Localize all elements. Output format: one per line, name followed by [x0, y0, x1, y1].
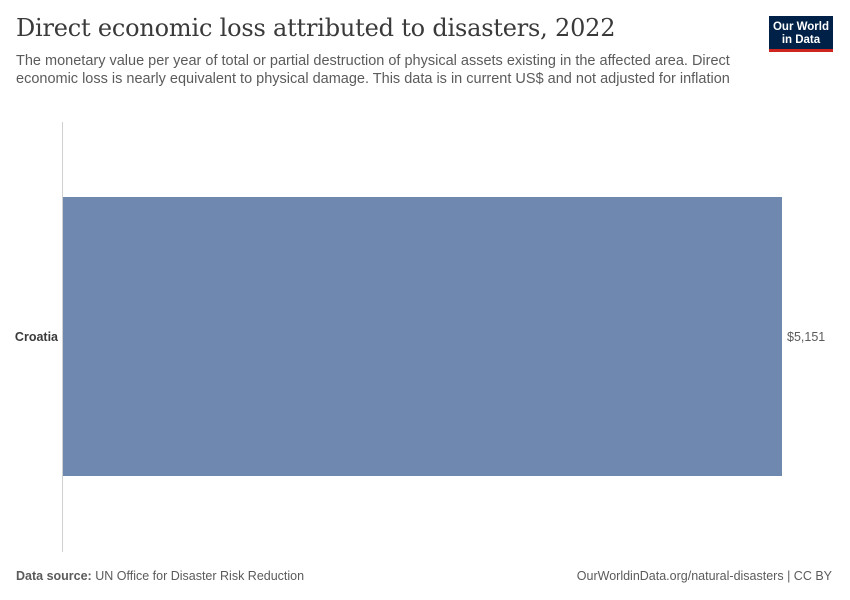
source-link[interactable]: OurWorldinData.org/natural-disasters | C…	[576, 569, 832, 583]
data-source-text: UN Office for Disaster Risk Reduction	[95, 569, 305, 583]
category-label[interactable]: Croatia	[15, 330, 59, 344]
owid-logo[interactable]: Our World in Data	[769, 16, 833, 52]
owid-logo-text: Our World in Data	[772, 21, 829, 46]
chart-title: Direct economic loss attributed to disas…	[16, 14, 616, 42]
value-label: $5,151	[787, 330, 825, 344]
data-source: Data source: UN Office for Disaster Risk…	[16, 569, 304, 583]
bar-croatia[interactable]	[63, 197, 782, 476]
data-source-label: Data source:	[16, 569, 92, 583]
chart-subtitle: The monetary value per year of total or …	[16, 53, 730, 87]
